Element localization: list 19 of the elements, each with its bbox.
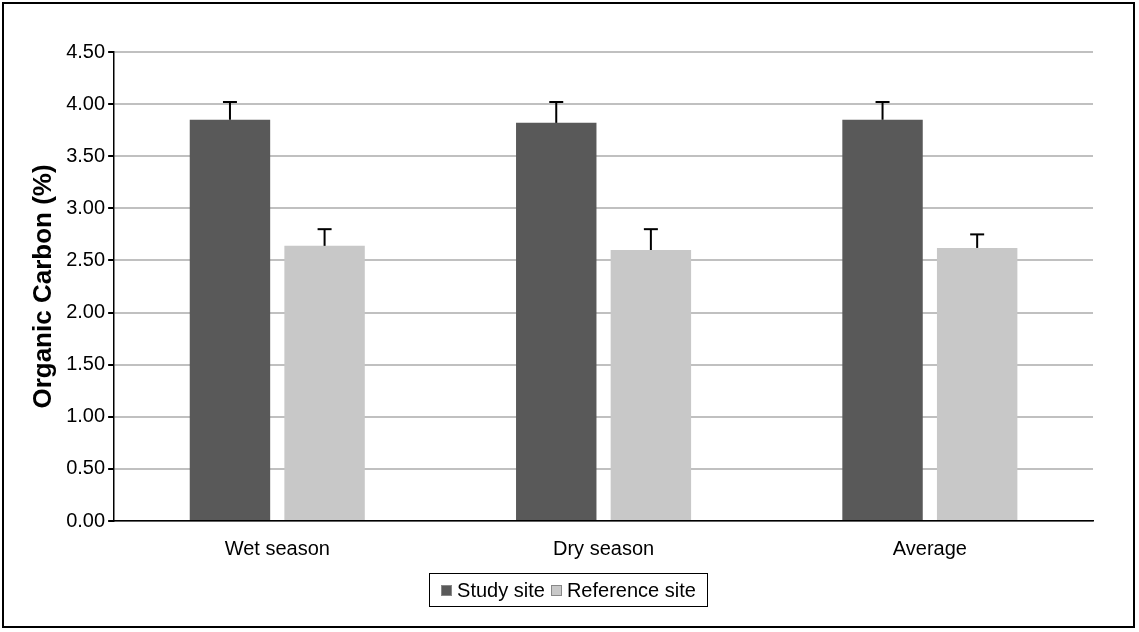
bar	[189, 119, 271, 520]
y-tick-label: 0.00	[66, 508, 106, 531]
bar	[842, 119, 923, 520]
legend-label: Study site	[457, 579, 545, 602]
y-tick-label: 3.00	[66, 195, 106, 218]
x-tick-label: Wet season	[224, 536, 330, 559]
y-tick-label: 2.50	[66, 247, 106, 270]
y-tick-label: 1.50	[66, 352, 106, 375]
y-tick-label: 0.50	[66, 456, 106, 479]
y-tick-label: 3.50	[66, 143, 106, 166]
bar	[516, 122, 597, 520]
legend-label: Reference site	[566, 579, 696, 602]
y-tick-label: 4.00	[66, 91, 106, 114]
y-tick-label: 1.00	[66, 404, 106, 427]
x-tick-label: Dry season	[552, 536, 655, 559]
y-tick-label: 2.00	[66, 300, 106, 323]
y-axis-title: Organic Carbon (%)	[26, 164, 57, 409]
x-tick-label: Average	[892, 536, 967, 559]
y-tick-label: 4.50	[66, 39, 106, 62]
